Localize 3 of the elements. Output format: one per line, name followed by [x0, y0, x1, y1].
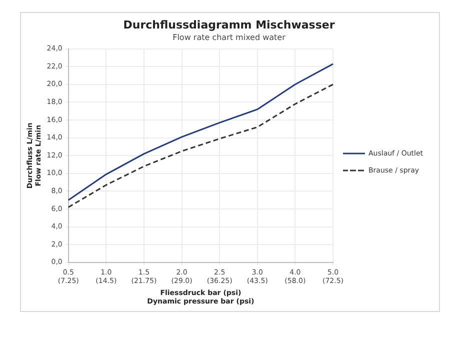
chart-title: Durchflussdiagramm Mischwasser	[123, 18, 336, 32]
line-series	[68, 84, 334, 208]
chart-subtitle: Flow rate chart mixed water	[172, 33, 286, 42]
